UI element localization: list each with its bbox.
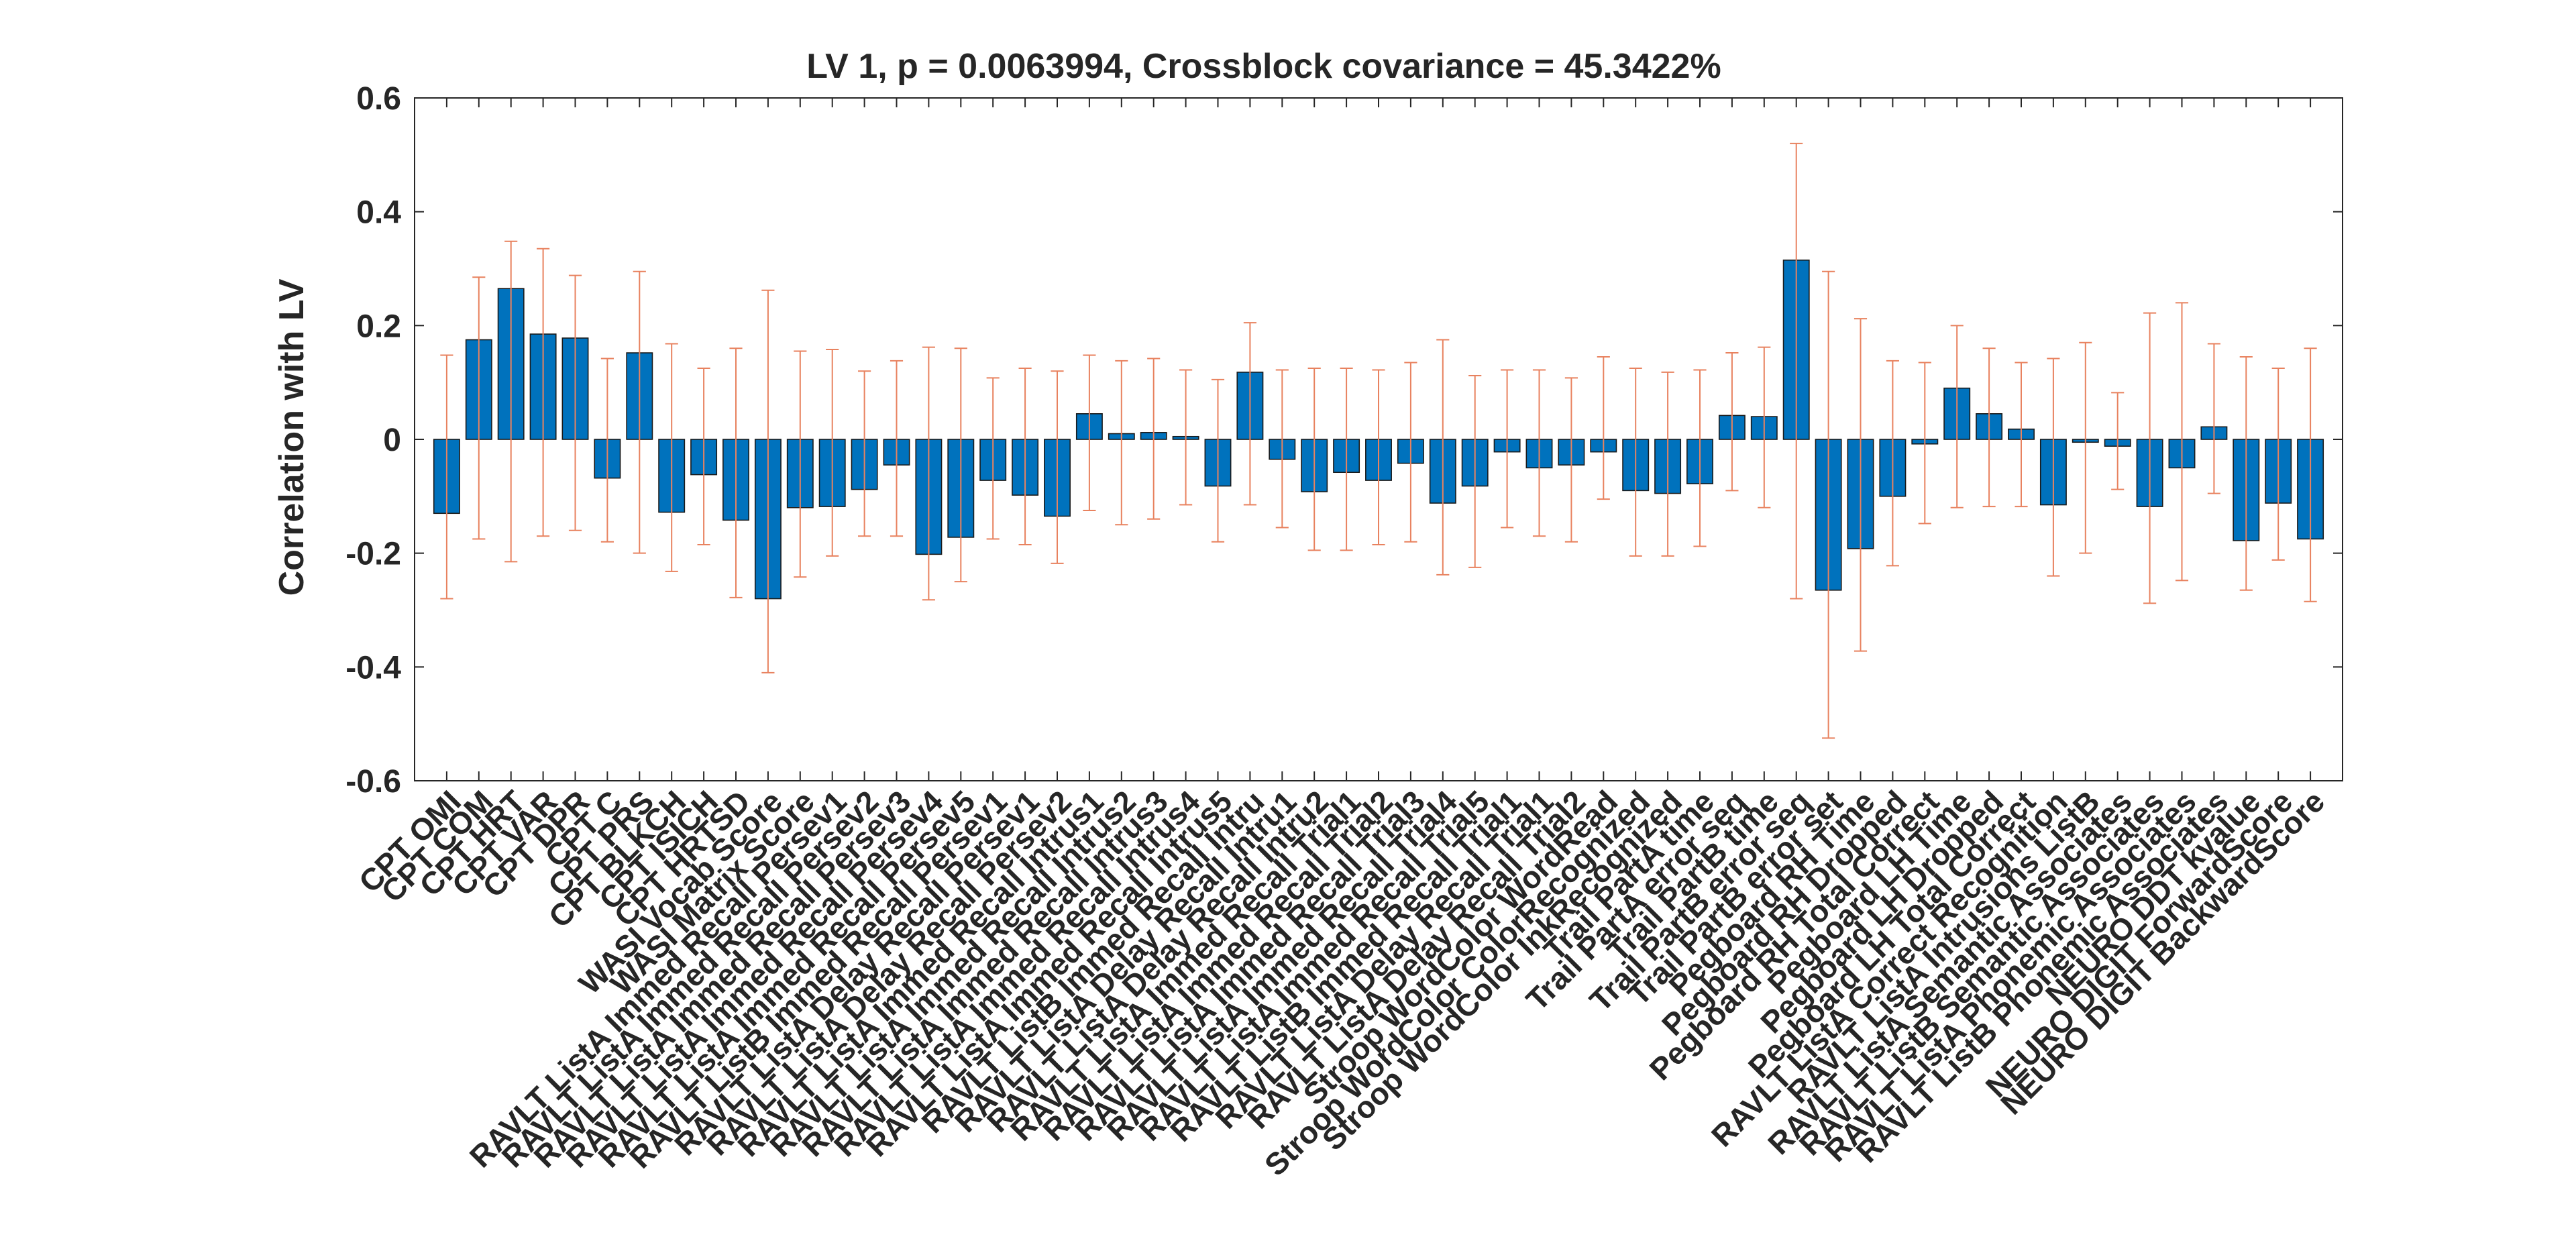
axes-layer xyxy=(414,97,2343,781)
y-tick-label: 0.4 xyxy=(356,195,401,231)
y-tick-labels: -0.6 -0.4 -0.2 0 0.2 0.4 0.6 xyxy=(345,81,401,800)
error-bars-layer xyxy=(440,142,2317,739)
y-axis-label: Correlation with LV xyxy=(272,278,311,596)
chart-title: LV 1, p = 0.0063994, Crossblock covarian… xyxy=(806,47,1721,86)
y-tick-label: -0.4 xyxy=(345,650,401,686)
y-tick-label: 0.6 xyxy=(356,81,401,117)
y-tick-label: 0.2 xyxy=(356,309,401,344)
y-tick-label: 0 xyxy=(383,423,401,458)
y-tick-label: -0.2 xyxy=(345,537,401,572)
y-tick-label: -0.6 xyxy=(345,764,401,800)
